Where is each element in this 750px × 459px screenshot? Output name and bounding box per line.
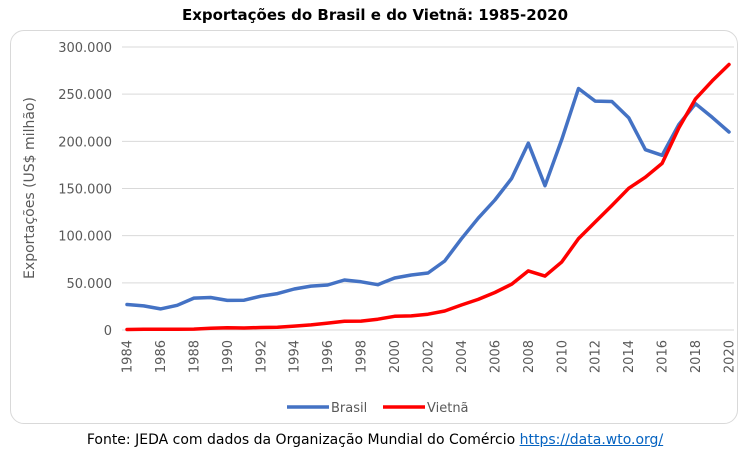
x-tick-label: 2014: [622, 340, 637, 373]
x-tick-label: 2004: [455, 340, 470, 373]
gridlines: [122, 46, 734, 331]
x-tick-label: 1996: [321, 340, 336, 373]
x-axis-ticks: 1984 1986 1988 1990 1992 1994 1996 1998 2000 2002…: [121, 340, 738, 373]
y-axis-label: Exportações (US$ milhão): [22, 97, 38, 279]
y-tick-label: 300.000: [58, 41, 112, 56]
y-tick-label: 150.000: [58, 183, 112, 198]
series-line-1: [125, 62, 731, 332]
x-tick-label: 1988: [187, 340, 202, 373]
legend: Brasil Vietnã: [287, 401, 469, 416]
legend-label-1: Vietnã: [427, 401, 469, 416]
x-tick-label: 2002: [422, 340, 437, 373]
legend-label-0: Brasil: [331, 401, 367, 416]
x-tick-label: 1986: [154, 340, 169, 373]
x-tick-label: 2010: [555, 340, 570, 373]
y-tick-label: 50.000: [67, 277, 113, 292]
source-text: Fonte: JEDA com dados da Organização Mun…: [86, 432, 520, 448]
series-line-0: [125, 86, 731, 311]
chart-title: Exportações do Brasil e do Vietnã: 1985-…: [181, 6, 569, 24]
y-tick-label: 0: [104, 324, 112, 339]
x-tick-label: 2008: [522, 340, 537, 373]
x-tick-label: 1990: [221, 340, 236, 373]
chart-frame: [10, 30, 738, 424]
x-tick-label: 2006: [488, 340, 503, 373]
y-tick-label: 250.000: [58, 88, 112, 103]
x-tick-label: 2020: [722, 340, 737, 373]
x-tick-label: 2012: [589, 340, 604, 373]
x-tick-label: 1984: [121, 340, 136, 373]
x-tick-label: 2000: [388, 340, 403, 373]
x-tick-label: 2016: [656, 340, 671, 373]
source-note: Fonte: JEDA com dados da Organização Mun…: [0, 432, 750, 448]
x-tick-label: 1994: [288, 340, 303, 373]
series-lines: [125, 62, 731, 332]
x-tick-label: 2018: [689, 340, 704, 373]
x-tick-label: 1992: [254, 340, 269, 373]
x-tick-label: 1998: [355, 340, 370, 373]
y-tick-label: 100.000: [58, 230, 112, 245]
y-axis-ticks: 0 50.000 100.000 150.000 200.000 250.000 300.0…: [58, 41, 112, 339]
y-tick-label: 200.000: [58, 135, 112, 150]
source-link[interactable]: https://data.wto.org/: [519, 432, 664, 448]
